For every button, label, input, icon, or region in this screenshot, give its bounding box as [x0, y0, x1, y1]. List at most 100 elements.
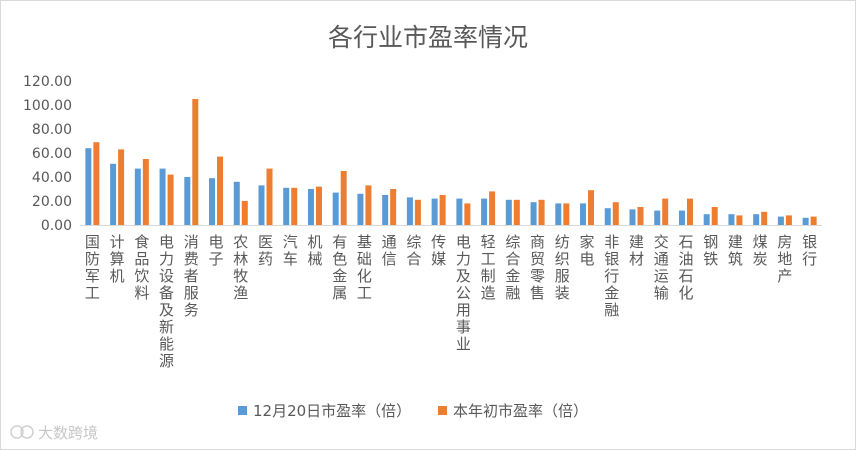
- bar-start-of-year-10: [340, 171, 347, 225]
- bars: [85, 99, 817, 225]
- category-label: 电力及公用事业: [456, 233, 471, 353]
- bar-start-of-year-19: [563, 203, 570, 225]
- bar-dec20-18: [530, 202, 537, 225]
- bar-start-of-year-18: [538, 199, 545, 225]
- category-label: 有色金属: [332, 233, 347, 302]
- category-label: 石油石化: [678, 233, 693, 302]
- bar-dec20-26: [728, 214, 735, 225]
- bar-start-of-year-3: [167, 174, 174, 225]
- bar-dec20-23: [654, 210, 661, 225]
- category-label: 医药: [258, 233, 273, 268]
- bar-start-of-year-28: [785, 215, 792, 225]
- category-label: 基础化工: [357, 233, 372, 302]
- category-label: 电子: [209, 233, 224, 268]
- category-label: 食品饮料: [134, 233, 149, 302]
- bar-dec20-21: [604, 208, 611, 225]
- category-label: 煤炭: [753, 233, 768, 268]
- category-label: 钢铁: [703, 233, 718, 268]
- category-label: 传媒: [431, 233, 446, 268]
- category-label: 纺织服装: [555, 233, 570, 302]
- bar-start-of-year-5: [217, 156, 224, 225]
- category-label: 家电: [580, 233, 595, 268]
- bar-dec20-5: [209, 178, 216, 225]
- watermark-logo: 大数跨境: [10, 424, 98, 442]
- bar-dec20-19: [555, 203, 562, 225]
- y-tick-label: 40.00: [32, 170, 72, 186]
- y-axis: 0.00 20.00 40.00 60.00 80.00 100.00 120.00: [23, 74, 72, 234]
- bar-dec20-16: [481, 198, 488, 225]
- bar-start-of-year-12: [390, 189, 397, 225]
- category-label: 银行: [802, 233, 817, 268]
- category-label: 交通运输: [654, 233, 669, 302]
- bar-dec20-14: [431, 198, 438, 225]
- category-label: 电力设备及新能源: [159, 233, 174, 370]
- bar-start-of-year-0: [93, 142, 100, 225]
- legend-swatch: [238, 406, 247, 415]
- bar-start-of-year-29: [810, 216, 817, 225]
- bar-dec20-10: [332, 192, 339, 225]
- bar-start-of-year-1: [118, 149, 125, 225]
- bar-start-of-year-15: [464, 203, 471, 225]
- bar-start-of-year-14: [439, 195, 446, 225]
- category-label: 非银行金融: [604, 233, 619, 319]
- bar-start-of-year-17: [513, 199, 520, 225]
- legend: 12月20日市盈率（倍） 本年初市盈率（倍）: [238, 402, 588, 420]
- bar-dec20-20: [580, 203, 587, 225]
- bar-dec20-6: [233, 181, 240, 225]
- category-label: 商贸零售: [530, 233, 545, 302]
- y-tick-label: 80.00: [32, 122, 72, 138]
- bar-start-of-year-27: [761, 211, 768, 225]
- watermark-text: 大数跨境: [38, 424, 98, 442]
- bar-start-of-year-4: [192, 99, 199, 225]
- bar-dec20-17: [505, 199, 512, 225]
- bar-start-of-year-25: [711, 207, 718, 225]
- bar-dec20-9: [307, 189, 314, 225]
- y-tick-label: 20.00: [32, 194, 72, 210]
- bar-dec20-4: [184, 177, 191, 225]
- y-tick-label: 60.00: [32, 146, 72, 162]
- legend-label: 本年初市盈率（倍）: [453, 402, 588, 420]
- bar-start-of-year-8: [291, 187, 298, 225]
- category-label: 农林牧渔: [233, 233, 248, 302]
- bar-dec20-13: [406, 197, 413, 225]
- bar-start-of-year-6: [241, 201, 248, 225]
- category-label: 计算机: [110, 233, 125, 285]
- category-label: 机械: [307, 233, 322, 268]
- category-label: 国防军工: [85, 233, 100, 302]
- bar-start-of-year-9: [315, 186, 322, 225]
- bar-start-of-year-2: [142, 159, 149, 225]
- bar-start-of-year-16: [489, 191, 496, 225]
- bar-start-of-year-22: [637, 207, 644, 225]
- category-label: 轻工制造: [481, 233, 496, 302]
- bar-dec20-12: [382, 195, 389, 225]
- bar-dec20-15: [456, 198, 463, 225]
- bar-dec20-11: [357, 193, 364, 225]
- bar-start-of-year-23: [662, 198, 669, 225]
- bar-dec20-28: [777, 216, 784, 225]
- bar-start-of-year-7: [266, 168, 273, 225]
- category-label: 通信: [382, 233, 397, 268]
- bar-start-of-year-21: [612, 202, 619, 225]
- bar-dec20-22: [629, 209, 636, 225]
- category-label: 房地产: [777, 233, 792, 285]
- bar-start-of-year-13: [414, 199, 421, 225]
- bar-start-of-year-11: [365, 185, 372, 225]
- category-label: 汽车: [283, 233, 298, 268]
- y-tick-label: 0.00: [41, 218, 72, 234]
- y-tick-label: 100.00: [23, 98, 72, 114]
- bar-start-of-year-26: [736, 215, 743, 225]
- category-label: 建材: [629, 233, 644, 268]
- x-axis: 国防军工计算机食品饮料电力设备及新能源消费者服务电子农林牧渔医药汽车机械有色金属…: [80, 225, 822, 370]
- category-label: 综合: [406, 233, 421, 268]
- bar-start-of-year-20: [588, 190, 595, 225]
- bar-dec20-0: [85, 148, 92, 225]
- category-label: 消费者服务: [184, 233, 199, 319]
- bar-dec20-2: [134, 168, 141, 225]
- bar-dec20-1: [110, 163, 117, 225]
- bar-dec20-7: [258, 185, 265, 225]
- legend-swatch: [438, 406, 447, 415]
- bar-dec20-3: [159, 168, 166, 225]
- y-tick-label: 120.00: [23, 74, 72, 90]
- category-label: 综合金融: [505, 233, 520, 302]
- bar-dec20-24: [678, 210, 685, 225]
